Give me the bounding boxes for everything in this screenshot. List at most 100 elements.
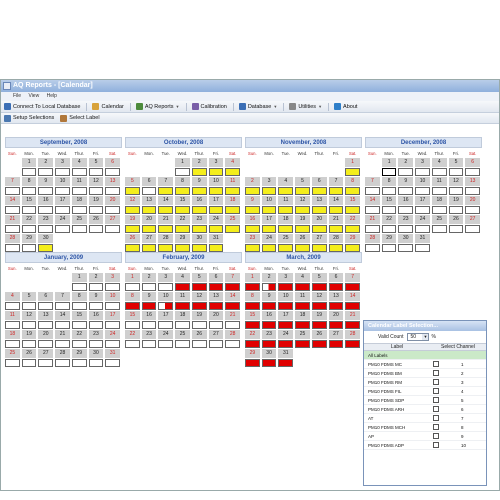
day-status-box[interactable] <box>105 302 121 310</box>
day-status-box[interactable] <box>328 206 344 214</box>
day-status-box[interactable] <box>208 244 224 252</box>
day-status-box[interactable] <box>261 340 277 348</box>
day-status-box[interactable] <box>208 225 224 233</box>
day-status-box[interactable] <box>125 206 140 214</box>
day-status-box[interactable] <box>261 283 277 291</box>
day-status-box[interactable] <box>191 225 207 233</box>
day-status-box[interactable] <box>381 168 397 176</box>
channel-checkbox[interactable] <box>433 415 439 421</box>
day-status-box[interactable] <box>88 225 104 233</box>
label-list-item[interactable]: AP 9 <box>364 432 486 441</box>
day-status-box[interactable] <box>21 359 37 367</box>
day-status-box[interactable] <box>175 340 190 348</box>
day-status-box[interactable] <box>175 187 190 195</box>
day-status-box[interactable] <box>261 321 277 329</box>
day-status-box[interactable] <box>38 359 54 367</box>
day-status-box[interactable] <box>38 302 54 310</box>
day-status-box[interactable] <box>158 187 174 195</box>
day-status-box[interactable] <box>328 302 344 310</box>
day-status-box[interactable] <box>38 187 54 195</box>
day-status-box[interactable] <box>125 321 140 329</box>
chevron-down-icon[interactable]: ▼ <box>422 334 429 340</box>
day-status-box[interactable] <box>55 187 70 195</box>
day-status-box[interactable] <box>448 168 464 176</box>
day-status-box[interactable] <box>295 244 310 252</box>
day-status-box[interactable] <box>245 359 260 367</box>
day-status-box[interactable] <box>38 225 54 233</box>
day-status-box[interactable] <box>431 206 447 214</box>
day-status-box[interactable] <box>208 187 224 195</box>
day-status-box[interactable] <box>71 302 87 310</box>
calibration-button[interactable]: Calibration <box>191 103 227 110</box>
day-status-box[interactable] <box>175 321 190 329</box>
select-label-button[interactable]: Select Label <box>60 114 100 122</box>
day-status-box[interactable] <box>278 187 294 195</box>
day-status-box[interactable] <box>345 187 361 195</box>
day-status-box[interactable] <box>261 359 277 367</box>
day-status-box[interactable] <box>278 340 294 348</box>
day-status-box[interactable] <box>38 321 54 329</box>
day-status-box[interactable] <box>5 225 20 233</box>
day-status-box[interactable] <box>208 283 224 291</box>
channel-checkbox[interactable] <box>433 388 439 394</box>
day-status-box[interactable] <box>245 187 260 195</box>
day-status-box[interactable] <box>245 283 260 291</box>
day-status-box[interactable] <box>311 244 327 252</box>
day-status-box[interactable] <box>328 283 344 291</box>
day-status-box[interactable] <box>245 302 260 310</box>
day-status-box[interactable] <box>71 168 87 176</box>
day-status-box[interactable] <box>125 225 140 233</box>
day-status-box[interactable] <box>345 340 361 348</box>
day-status-box[interactable] <box>295 302 310 310</box>
day-status-box[interactable] <box>345 225 361 233</box>
day-status-box[interactable] <box>21 340 37 348</box>
day-status-box[interactable] <box>225 206 241 214</box>
day-status-box[interactable] <box>311 283 327 291</box>
day-status-box[interactable] <box>278 225 294 233</box>
day-status-box[interactable] <box>245 340 260 348</box>
day-status-box[interactable] <box>158 244 174 252</box>
day-status-box[interactable] <box>105 340 121 348</box>
day-status-box[interactable] <box>88 359 104 367</box>
channel-checkbox[interactable] <box>433 406 439 412</box>
day-status-box[interactable] <box>55 225 70 233</box>
day-status-box[interactable] <box>88 302 104 310</box>
day-status-box[interactable] <box>381 225 397 233</box>
day-status-box[interactable] <box>465 187 481 195</box>
day-status-box[interactable] <box>175 244 190 252</box>
day-status-box[interactable] <box>105 206 121 214</box>
day-status-box[interactable] <box>278 283 294 291</box>
day-status-box[interactable] <box>345 206 361 214</box>
day-status-box[interactable] <box>158 225 174 233</box>
day-status-box[interactable] <box>345 168 360 176</box>
day-status-box[interactable] <box>21 321 37 329</box>
day-status-box[interactable] <box>415 168 430 176</box>
day-status-box[interactable] <box>345 283 361 291</box>
day-status-box[interactable] <box>261 206 277 214</box>
day-status-box[interactable] <box>208 302 224 310</box>
day-status-box[interactable] <box>278 302 294 310</box>
day-status-box[interactable] <box>141 302 157 310</box>
channel-checkbox[interactable] <box>433 433 439 439</box>
day-status-box[interactable] <box>295 340 310 348</box>
day-status-box[interactable] <box>55 206 70 214</box>
day-status-box[interactable] <box>245 321 260 329</box>
day-status-box[interactable] <box>465 225 481 233</box>
day-status-box[interactable] <box>431 187 447 195</box>
day-status-box[interactable] <box>105 359 121 367</box>
day-status-box[interactable] <box>415 187 430 195</box>
day-status-box[interactable] <box>175 168 190 176</box>
day-status-box[interactable] <box>381 206 397 214</box>
day-status-box[interactable] <box>365 225 380 233</box>
database-button[interactable]: Database ▼ <box>238 103 277 110</box>
day-status-box[interactable] <box>398 187 414 195</box>
day-status-box[interactable] <box>311 321 327 329</box>
day-status-box[interactable] <box>55 321 70 329</box>
utilities-button[interactable]: Utilities ▼ <box>289 103 322 110</box>
day-status-box[interactable] <box>278 244 294 252</box>
day-status-box[interactable] <box>141 321 157 329</box>
day-status-box[interactable] <box>191 283 207 291</box>
day-status-box[interactable] <box>208 168 224 176</box>
day-status-box[interactable] <box>398 225 414 233</box>
day-status-box[interactable] <box>191 340 207 348</box>
